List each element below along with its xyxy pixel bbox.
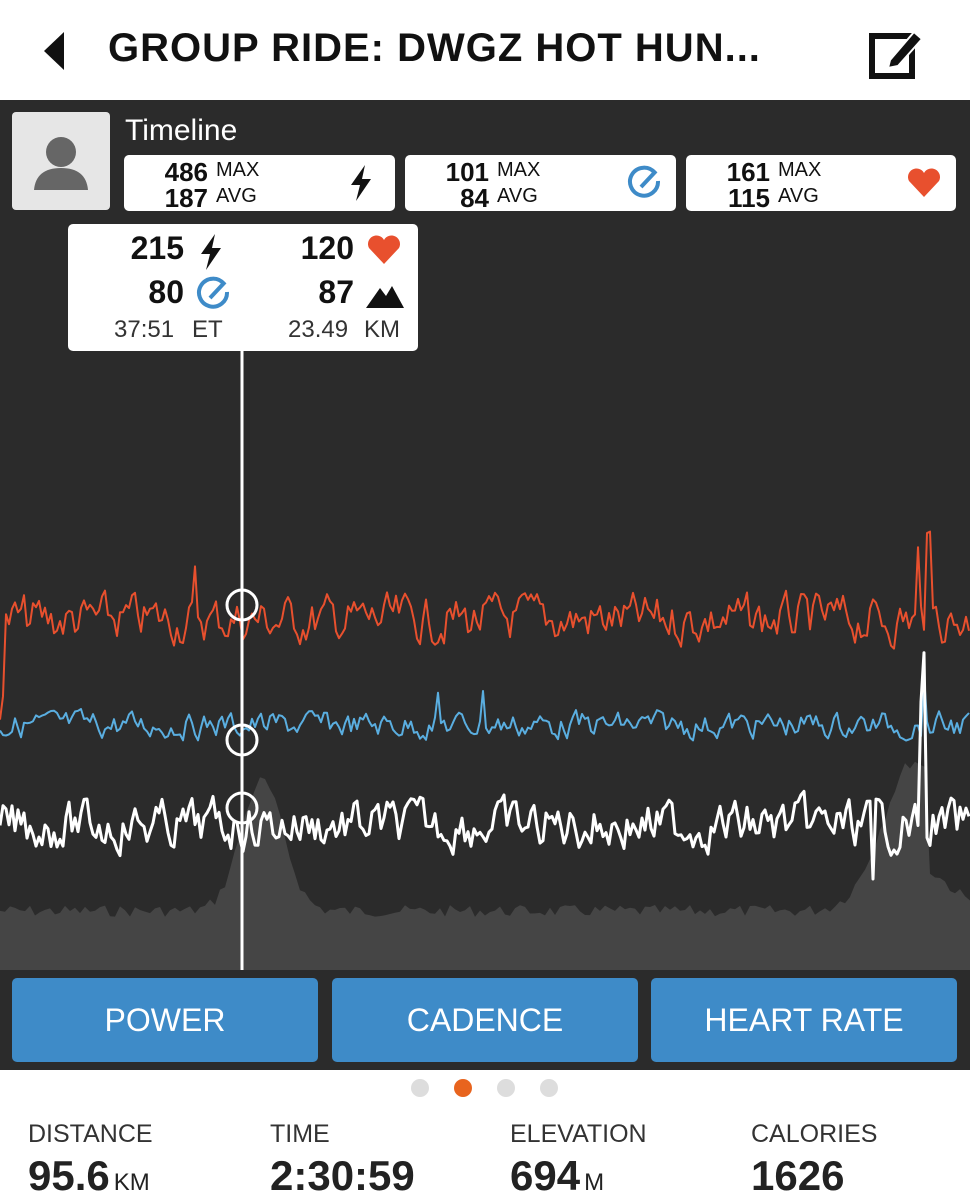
trace	[0, 530, 970, 720]
page-dot[interactable]	[497, 1079, 515, 1097]
heart-rate-tab[interactable]: HEART RATE	[651, 978, 957, 1062]
elevation-value: 87	[318, 274, 354, 310]
value: 694	[510, 1152, 581, 1199]
summary-value: 2:30:59	[270, 1152, 415, 1200]
summary-label: TIME	[270, 1120, 330, 1148]
unit: KM	[113, 1169, 150, 1196]
page-dot[interactable]	[540, 1079, 558, 1097]
max-label: MAX	[497, 159, 541, 181]
back-button[interactable]	[40, 30, 70, 72]
unit: M	[584, 1169, 605, 1196]
avg-value: 187	[164, 183, 208, 213]
max-value: 101	[445, 157, 489, 187]
time-unit: ET	[192, 316, 223, 343]
max-value: 161	[726, 157, 770, 187]
cursor-marker	[225, 588, 259, 622]
tooltip: 215 120 80 87 37:51 ET 23.49 KM	[68, 224, 418, 351]
avg-label: AVG	[497, 185, 538, 207]
cadence-tab[interactable]: CADENCE	[332, 978, 638, 1062]
trace	[0, 673, 970, 742]
distance: 23.49	[288, 316, 349, 343]
summary-label: CALORIES	[751, 1120, 878, 1148]
summary-value: 694 M	[510, 1152, 604, 1200]
timeline-title: Timeline	[125, 114, 238, 147]
elapsed-time: 37:51	[114, 316, 175, 343]
summary-label: DISTANCE	[28, 1120, 153, 1148]
avg-value: 115	[728, 183, 770, 213]
header: GROUP RIDE: DWGZ HOT HUN...	[0, 0, 970, 100]
trace	[0, 651, 970, 881]
max-label: MAX	[778, 159, 822, 181]
page-title: GROUP RIDE: DWGZ HOT HUN...	[108, 26, 761, 70]
power-tab[interactable]: POWER	[12, 978, 318, 1062]
cadence-value: 80	[148, 274, 184, 310]
avatar	[12, 112, 110, 210]
timeline-chart[interactable]	[0, 100, 970, 970]
cursor-marker	[225, 723, 259, 757]
page-dot-active[interactable]	[454, 1079, 472, 1097]
summary-value: 95.6 KM	[28, 1152, 150, 1200]
avg-label: AVG	[778, 185, 819, 207]
max-value: 486	[164, 157, 208, 187]
cadence-stats: 101 MAX 84 AVG	[405, 155, 676, 213]
summary-label: ELEVATION	[510, 1120, 647, 1148]
power-value: 215	[130, 230, 184, 266]
power-stats: 486 MAX 187 AVG	[124, 155, 395, 213]
summary-value: 1626	[751, 1152, 844, 1200]
heart-rate-stats: 161 MAX 115 AVG	[686, 155, 956, 213]
avg-value: 84	[460, 183, 489, 213]
value: 1626	[751, 1152, 845, 1199]
avg-label: AVG	[216, 185, 257, 207]
elevation-area	[0, 761, 970, 970]
value: 2:30:59	[270, 1152, 415, 1199]
page-dot[interactable]	[411, 1079, 429, 1097]
max-label: MAX	[216, 159, 260, 181]
edit-button[interactable]	[868, 26, 924, 80]
distance-unit: KM	[364, 316, 400, 343]
value: 95.6	[28, 1152, 110, 1199]
cursor-marker	[225, 791, 259, 825]
heart-rate-value: 120	[300, 230, 354, 266]
